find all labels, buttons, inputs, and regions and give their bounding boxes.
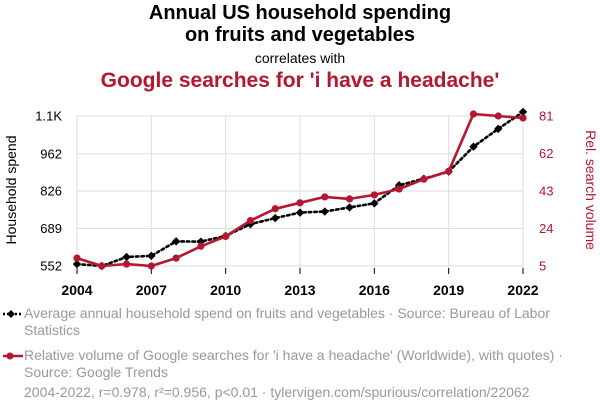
series2-point <box>122 260 131 268</box>
series2-point <box>147 262 155 270</box>
y-tick-right-label: 5 <box>539 259 546 274</box>
legend-item-series2: Relative volume of Google searches for '… <box>3 347 594 381</box>
series1-point <box>345 203 354 212</box>
chart-title-line2: on fruits and vegetables <box>184 24 416 46</box>
series2-point <box>420 175 428 183</box>
gridlines <box>76 115 524 270</box>
x-tick-label: 2019 <box>433 282 464 298</box>
series2-point <box>98 262 106 270</box>
series1-point <box>370 199 379 208</box>
y-tick-left-label: 689 <box>40 221 62 236</box>
series2-point <box>519 114 527 122</box>
series1-point <box>320 207 329 216</box>
series2-point <box>469 110 478 118</box>
y-axis-left-label: Household spend <box>3 136 19 245</box>
series1-point <box>171 237 181 246</box>
series2-point <box>370 191 378 199</box>
series2-point <box>345 195 354 203</box>
y-tick-right-label: 81 <box>539 109 553 124</box>
series1-point <box>147 251 156 261</box>
legend-marker-series2 <box>3 352 23 360</box>
y-tick-right-label: 43 <box>539 184 553 199</box>
x-tick-label: 2022 <box>507 282 538 298</box>
series2-point <box>246 217 255 225</box>
legend-text-series1: Average annual household spend on fruits… <box>24 305 550 338</box>
x-tick-label: 2013 <box>284 282 315 298</box>
chart-title-line3: Google searches for 'i have a headache' <box>100 69 500 92</box>
series2-point <box>73 254 81 262</box>
legend-marker-series1 <box>3 310 23 318</box>
series1-point <box>518 107 528 117</box>
series2-point <box>197 242 205 250</box>
series2-point <box>395 185 403 193</box>
series2-point <box>321 193 329 201</box>
series2-point <box>222 232 230 240</box>
y-tick-left-label: 962 <box>40 146 62 161</box>
x-tick-label: 2007 <box>136 282 167 298</box>
legend-text-series2: Relative volume of Google searches for '… <box>24 347 563 380</box>
legend-item-series1: Average annual household spend on fruits… <box>3 305 594 339</box>
series-group <box>72 107 528 271</box>
series1-point <box>72 259 82 269</box>
series1-point <box>469 142 478 151</box>
series2-point <box>271 205 279 213</box>
y-tick-left-label: 1.1K <box>35 109 62 124</box>
series2-point <box>494 112 502 120</box>
series1-point <box>122 252 131 262</box>
x-tick-label: 2010 <box>210 282 241 298</box>
chart-title-line1: Annual US household spending <box>148 2 452 24</box>
y-tick-left-label: 826 <box>40 184 62 199</box>
footer-stats: 2004-2022, r=0.978, r²=0.956, p<0.01 · t… <box>24 384 530 400</box>
series1-point <box>271 213 280 223</box>
series1-point <box>295 208 305 217</box>
axis-ticks: 552 689 826 962 1.1K 5 24 43 62 81 2004 2007 2010 201… <box>35 109 553 299</box>
x-tick-label: 2004 <box>61 282 92 298</box>
chart-connector-text: correlates with <box>254 50 346 66</box>
series2-point <box>296 199 304 207</box>
x-tick-label: 2016 <box>359 282 390 298</box>
y-tick-right-label: 62 <box>539 146 553 161</box>
chart-svg: 552 689 826 962 1.1K 5 24 43 62 81 2004 2007 2010 201… <box>3 107 599 299</box>
series1-point <box>494 124 503 134</box>
y-tick-left-label: 552 <box>40 259 62 274</box>
series2-point <box>445 167 453 175</box>
series2-point <box>172 254 180 262</box>
y-axis-right-label: Rel. search volume <box>583 130 599 250</box>
y-tick-right-label: 24 <box>539 221 553 236</box>
